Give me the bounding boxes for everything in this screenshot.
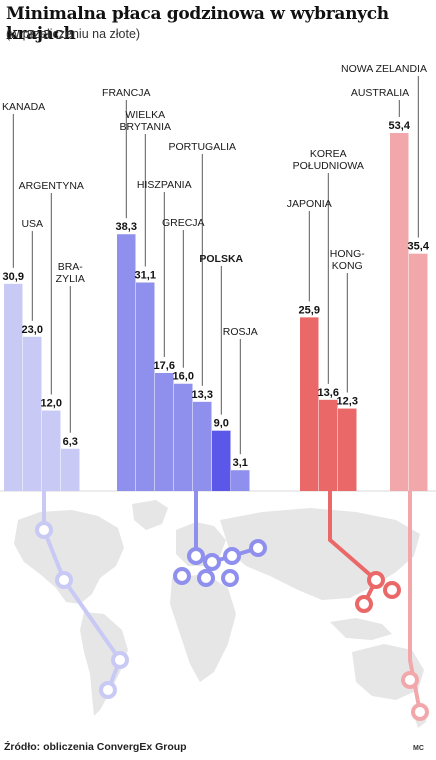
- africa-shape: [170, 574, 236, 682]
- value-label-wielka-brytania: 31,1: [135, 270, 156, 282]
- bars: 30,9 KANADA 23,0 USA 12,0 ARGENTYNA 6,3 BRA-ZYL…: [2, 63, 430, 491]
- bar-kanada: [4, 283, 23, 491]
- bar-brazylia: [61, 448, 80, 491]
- world-map: [14, 500, 428, 728]
- location-marker: [249, 539, 267, 557]
- value-label-hiszpania: 17,6: [154, 360, 175, 372]
- country-label-nowa-zelandia: NOWA ZELANDIA: [341, 63, 427, 75]
- bar-argentyna: [42, 410, 61, 491]
- location-marker: [221, 569, 239, 587]
- country-label-polska: POLSKA: [199, 253, 243, 265]
- value-label-kanada: 30,9: [3, 271, 24, 283]
- country-label-line: FRANCJA: [102, 87, 150, 99]
- chart-title: Minimalna płaca godzinowa w wybranych kr…: [6, 4, 389, 44]
- location-marker: [223, 547, 241, 565]
- location-marker: [401, 671, 419, 689]
- bar-polska: [212, 430, 231, 491]
- bar-wielka-brytania: [136, 282, 155, 491]
- south-america-shape: [80, 612, 128, 716]
- country-label-line: POLSKA: [199, 253, 243, 265]
- country-label-grecja: GRECJA: [162, 217, 205, 229]
- indonesia-shape: [330, 618, 392, 640]
- country-label-line: JAPONIA: [287, 198, 332, 210]
- bar-portugalia: [193, 401, 212, 491]
- location-marker: [55, 571, 73, 589]
- value-label-usa: 23,0: [22, 324, 43, 336]
- location-marker: [203, 553, 221, 571]
- country-label-francja: FRANCJA: [102, 87, 150, 99]
- country-label-brazylia: BRA-ZYLIA: [56, 261, 85, 285]
- country-label-australia: AUSTRALIA: [351, 87, 409, 99]
- country-label-line: ZYLIA: [56, 273, 85, 285]
- greenland-shape: [132, 500, 168, 530]
- source-note: Źródło: obliczenia ConvergEx Group: [4, 741, 187, 753]
- value-label-brazylia: 6,3: [63, 436, 78, 448]
- country-label-hongkong: HONG-KONG: [330, 248, 366, 272]
- location-marker: [187, 547, 205, 565]
- country-label-rosja: ROSJA: [223, 326, 258, 338]
- country-label-line: PORTUGALIA: [169, 141, 237, 153]
- country-label-line: GRECJA: [162, 217, 205, 229]
- country-label-wielka-brytania: WIELKA BRYTANIA: [119, 109, 171, 133]
- country-label-japonia: JAPONIA: [287, 198, 332, 210]
- location-marker: [197, 569, 215, 587]
- location-marker: [111, 651, 129, 669]
- country-label-line: ROSJA: [223, 326, 258, 338]
- bar-francja: [117, 234, 136, 491]
- country-label-portugalia: PORTUGALIA: [169, 141, 237, 153]
- bar-hongkong: [338, 408, 357, 491]
- location-marker: [355, 595, 373, 613]
- value-label-hongkong: 12,3: [337, 396, 358, 408]
- country-label-line: USA: [21, 218, 43, 230]
- value-label-polska: 9,0: [214, 418, 229, 430]
- location-marker: [383, 581, 401, 599]
- bar-grecja: [174, 383, 193, 491]
- connector-line: [328, 491, 379, 605]
- bar-japonia: [300, 317, 319, 491]
- value-label-australia: 53,4: [389, 120, 411, 132]
- bar-korea-południowa: [319, 399, 338, 491]
- country-label-line: KANADA: [2, 101, 45, 113]
- value-label-argentyna: 12,0: [41, 398, 62, 410]
- country-label-kanada: KANADA: [2, 101, 45, 113]
- bar-hiszpania: [155, 373, 174, 491]
- country-label-line: BRYTANIA: [119, 121, 171, 133]
- country-label-line: POŁUDNIOWA: [293, 160, 364, 172]
- location-marker: [99, 681, 117, 699]
- country-label-hiszpania: HISZPANIA: [137, 179, 192, 191]
- value-label-nowa-zelandia: 35,4: [408, 241, 430, 253]
- location-marker: [173, 567, 191, 585]
- bar-nowa-zelandia: [409, 253, 428, 491]
- location-marker: [35, 521, 53, 539]
- country-label-line: ARGENTYNA: [19, 180, 84, 192]
- country-label-line: BRA-: [58, 261, 84, 273]
- value-label-rosja: 3,1: [233, 457, 248, 469]
- bar-rosja: [231, 470, 250, 491]
- connector-line: [408, 491, 422, 713]
- value-label-portugalia: 13,3: [192, 389, 213, 401]
- value-label-francja: 38,3: [116, 221, 137, 233]
- value-label-japonia: 25,9: [299, 304, 320, 316]
- country-label-line: KONG: [332, 260, 363, 272]
- author-initials: MC: [413, 745, 424, 752]
- country-label-line: HISZPANIA: [137, 179, 192, 191]
- value-label-korea-południowa: 13,6: [318, 387, 339, 399]
- location-marker: [367, 571, 385, 589]
- bar-australia: [390, 133, 409, 491]
- country-label-line: AUSTRALIA: [351, 87, 409, 99]
- value-label-grecja: 16,0: [173, 371, 194, 383]
- bar-usa: [23, 336, 42, 491]
- country-label-line: HONG-: [330, 248, 366, 260]
- location-marker: [411, 703, 429, 721]
- country-label-usa: USA: [21, 218, 43, 230]
- country-label-line: WIELKA: [125, 109, 165, 121]
- country-label-line: KOREA: [310, 148, 347, 160]
- map-connectors: [35, 491, 429, 721]
- country-label-korea-południowa: KOREA POŁUDNIOWA: [293, 148, 364, 172]
- chart-subtitle: (w przeliczeniu na złote): [6, 27, 141, 41]
- country-label-line: NOWA ZELANDIA: [341, 63, 427, 75]
- country-label-argentyna: ARGENTYNA: [19, 180, 84, 192]
